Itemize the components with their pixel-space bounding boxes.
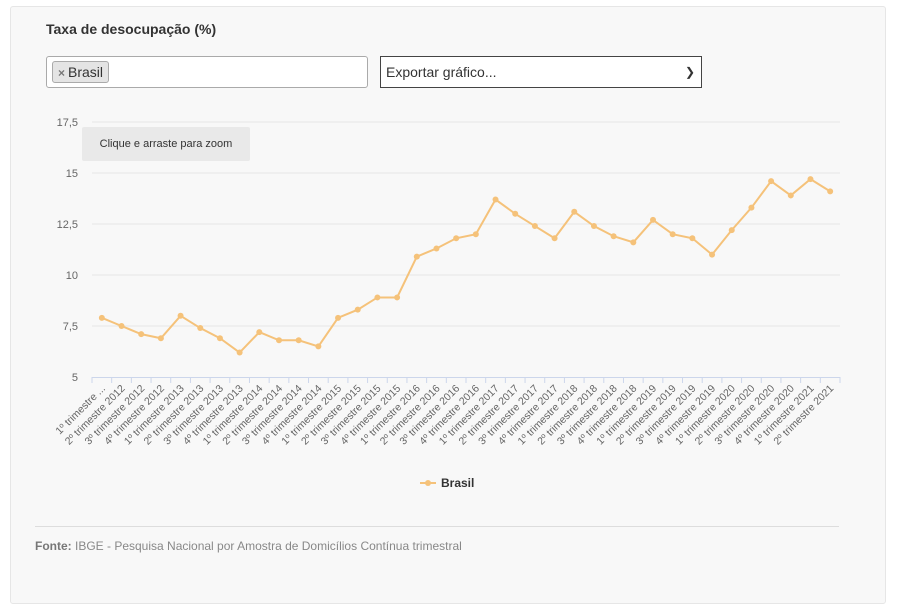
data-point[interactable] xyxy=(433,245,440,252)
data-point[interactable] xyxy=(315,343,322,350)
source-note: Fonte: IBGE - Pesquisa Nacional por Amos… xyxy=(35,539,462,553)
data-point[interactable] xyxy=(531,223,538,230)
chevron-down-icon: ❯ xyxy=(684,65,695,79)
data-point[interactable] xyxy=(689,235,696,242)
data-point[interactable] xyxy=(650,216,656,223)
tag-label: Brasil xyxy=(68,64,104,80)
data-point[interactable] xyxy=(295,337,302,344)
data-point[interactable] xyxy=(374,294,381,301)
region-filter-input[interactable]: × Brasil xyxy=(46,56,368,88)
y-tick-label: 17,5 xyxy=(57,117,78,129)
zoom-hint: Clique e arraste para zoom xyxy=(82,127,250,161)
data-point[interactable] xyxy=(610,233,617,240)
data-point[interactable] xyxy=(768,178,775,185)
data-point[interactable] xyxy=(709,251,716,258)
data-point[interactable] xyxy=(394,294,401,301)
data-point[interactable] xyxy=(413,253,420,260)
data-point[interactable] xyxy=(216,335,223,342)
selected-tag-brasil[interactable]: × Brasil xyxy=(52,61,110,83)
data-point[interactable] xyxy=(453,235,460,242)
data-point[interactable] xyxy=(354,306,361,313)
data-point[interactable] xyxy=(669,231,676,238)
data-point[interactable] xyxy=(138,331,145,338)
data-point[interactable] xyxy=(571,208,578,215)
data-point[interactable] xyxy=(256,329,263,336)
data-point[interactable] xyxy=(827,188,834,195)
chart-title: Taxa de desocupação (%) xyxy=(46,21,217,37)
source-text: IBGE - Pesquisa Nacional por Amostra de … xyxy=(71,539,462,553)
source-label: Fonte: xyxy=(35,539,72,553)
data-point[interactable] xyxy=(118,323,125,329)
series-line xyxy=(101,177,831,354)
series-brasil xyxy=(98,176,834,356)
data-point[interactable] xyxy=(630,239,637,246)
data-point[interactable] xyxy=(787,192,794,199)
remove-tag-icon[interactable]: × xyxy=(58,66,66,80)
legend-marker xyxy=(425,480,431,486)
data-point[interactable] xyxy=(512,210,519,217)
chart-card: Taxa de desocupação (%) × Brasil Exportar… xyxy=(10,6,886,604)
data-point[interactable] xyxy=(551,235,558,242)
export-chart-select[interactable]: Exportar gráfico... ❯ xyxy=(380,56,702,88)
data-point[interactable] xyxy=(177,312,184,319)
legend-label-brasil[interactable]: Brasil xyxy=(441,476,474,490)
data-point[interactable] xyxy=(197,325,204,332)
data-point[interactable] xyxy=(472,231,479,238)
y-tick-label: 7,5 xyxy=(63,321,78,333)
y-tick-label: 5 xyxy=(72,372,78,384)
data-point[interactable] xyxy=(276,337,282,344)
divider xyxy=(35,526,839,527)
data-point[interactable] xyxy=(807,176,814,183)
x-axis xyxy=(91,377,841,383)
data-point[interactable] xyxy=(492,196,499,203)
data-point[interactable] xyxy=(335,314,342,321)
y-tick-label: 10 xyxy=(66,270,78,282)
chart-grid xyxy=(92,121,840,327)
data-point[interactable] xyxy=(590,223,597,230)
export-select-label: Exportar gráfico... xyxy=(386,64,497,80)
y-axis-ticks: 5 7,5 10 12,5 15 17,5 xyxy=(57,117,78,384)
data-point[interactable] xyxy=(98,314,105,321)
data-point[interactable] xyxy=(157,335,164,342)
y-tick-label: 15 xyxy=(66,168,78,180)
data-point[interactable] xyxy=(728,227,735,234)
data-point[interactable] xyxy=(748,204,755,211)
data-point[interactable] xyxy=(236,349,243,356)
chart-legend: Brasil xyxy=(420,476,474,490)
y-tick-label: 12,5 xyxy=(57,219,78,231)
